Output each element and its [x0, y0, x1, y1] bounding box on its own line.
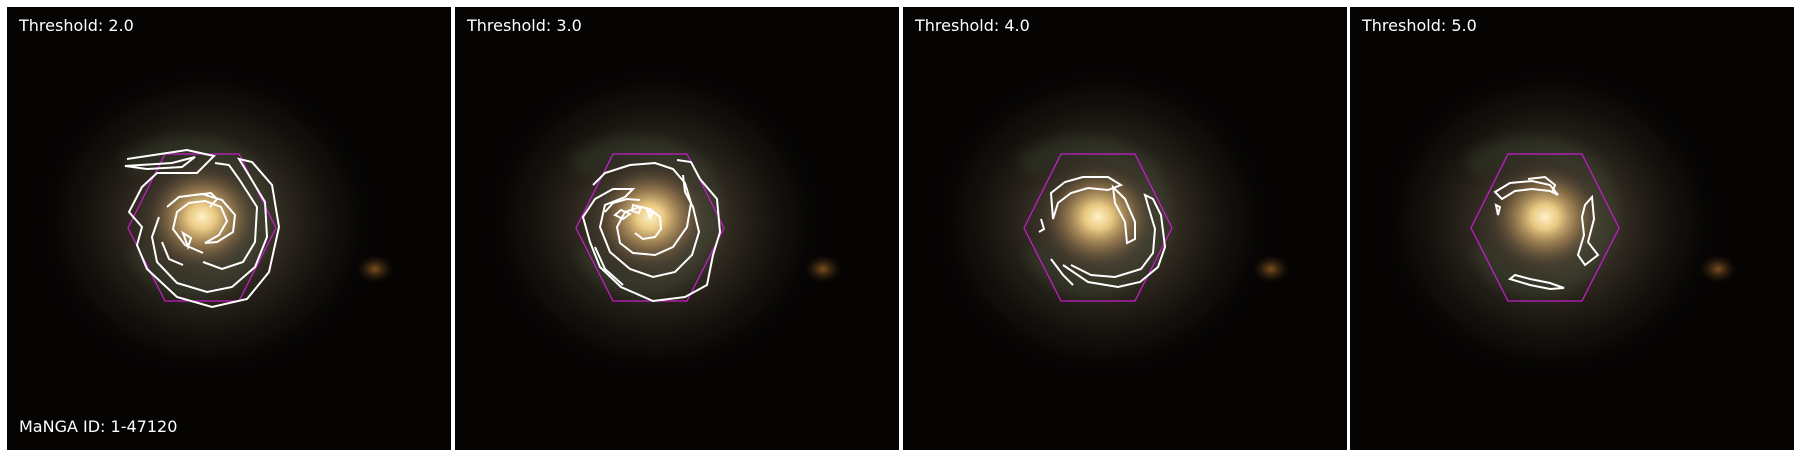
- threshold-contours: [1493, 175, 1600, 291]
- fiber-hexagon: [575, 153, 725, 302]
- galaxy-core: [147, 167, 257, 267]
- galaxy-image: [903, 7, 1347, 450]
- image-panel-threshold-5: Threshold: 5.0: [1350, 7, 1794, 450]
- panel-threshold-label: Threshold: 5.0: [1362, 16, 1477, 35]
- galaxy-core: [1490, 167, 1600, 267]
- image-panel-threshold-4: Threshold: 4.0: [903, 7, 1347, 450]
- galaxy-core: [1043, 167, 1153, 267]
- background-source: [357, 255, 393, 283]
- fiber-hexagon: [1023, 153, 1173, 302]
- threshold-contours: [581, 159, 722, 303]
- panel-threshold-label: Threshold: 4.0: [915, 16, 1030, 35]
- galaxy-image: [1350, 7, 1794, 450]
- galaxy-image: [455, 7, 899, 450]
- background-source: [1253, 255, 1289, 283]
- panel-threshold-label: Threshold: 3.0: [467, 16, 582, 35]
- galaxy-image: [7, 7, 451, 450]
- background-source: [1700, 255, 1736, 283]
- image-panel-threshold-3: Threshold: 3.0: [455, 7, 899, 450]
- threshold-contours: [1038, 176, 1167, 289]
- image-panel-threshold-2: Threshold: 2.0 MaNGA ID: 1-47120: [7, 7, 451, 450]
- background-source: [805, 255, 841, 283]
- threshold-contours: [124, 148, 281, 309]
- manga-id-label: MaNGA ID: 1-47120: [19, 417, 178, 436]
- panel-threshold-label: Threshold: 2.0: [19, 16, 134, 35]
- fiber-hexagon: [1470, 153, 1620, 302]
